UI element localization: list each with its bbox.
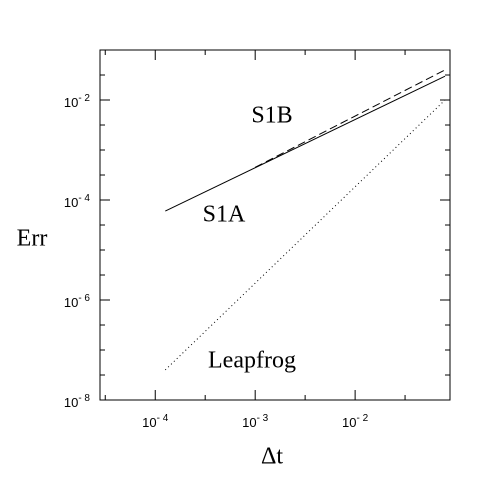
- tick-exponent: - 2: [357, 413, 369, 424]
- series-line: [165, 75, 446, 212]
- x-axis-label: Δt: [261, 444, 283, 470]
- tick-label: 10- 2: [342, 413, 369, 431]
- tick-exponent: - 6: [78, 293, 90, 304]
- tick-base: 10: [242, 415, 256, 430]
- tick-exponent: - 8: [78, 393, 90, 404]
- tick-label: 10- 4: [142, 413, 169, 431]
- tick-exponent: - 4: [78, 193, 90, 204]
- series-label: S1B: [251, 103, 292, 129]
- tick-base: 10: [64, 95, 78, 110]
- series-line: [164, 99, 446, 371]
- series-label: S1A: [203, 202, 246, 228]
- tick-label: 10- 4: [64, 193, 91, 211]
- tick-label: 10- 8: [64, 393, 91, 411]
- tick-exponent: - 3: [257, 413, 269, 424]
- tick-base: 10: [64, 195, 78, 210]
- tick-label: 10- 3: [242, 413, 269, 431]
- series-label: Leapfrog: [208, 348, 296, 374]
- tick-label: 10- 2: [64, 93, 91, 111]
- y-axis-label: Err: [17, 226, 48, 252]
- tick-label: 10- 6: [64, 293, 91, 311]
- tick-exponent: - 4: [157, 413, 169, 424]
- tick-exponent: - 2: [78, 93, 90, 104]
- tick-base: 10: [64, 395, 78, 410]
- tick-base: 10: [64, 295, 78, 310]
- tick-base: 10: [142, 415, 156, 430]
- tick-base: 10: [342, 415, 356, 430]
